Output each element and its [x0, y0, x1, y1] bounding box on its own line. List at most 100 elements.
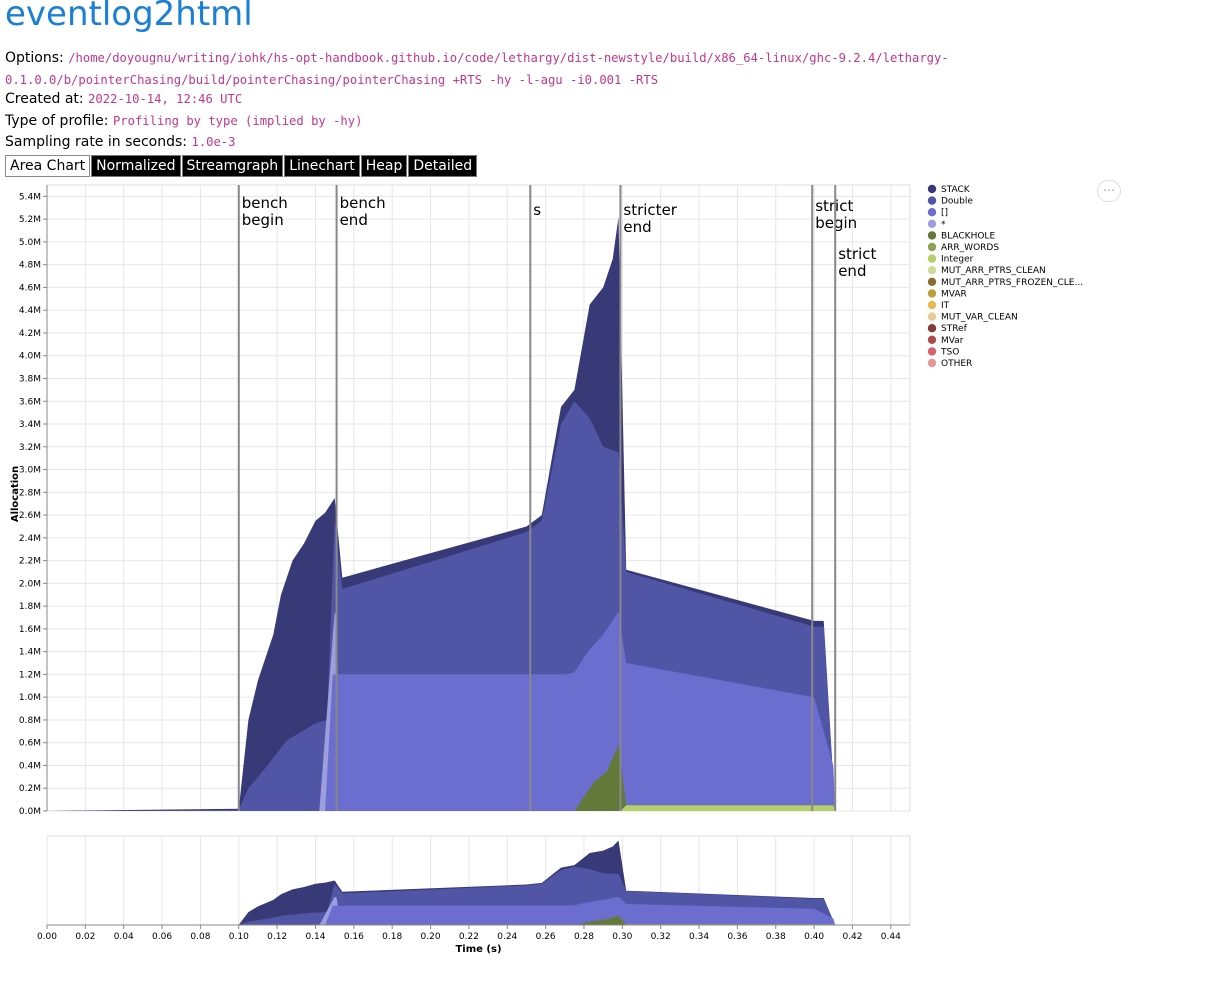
legend-item: STRef — [927, 324, 968, 334]
legend-swatch — [927, 289, 937, 298]
y-tick-label: 1.4M — [19, 648, 41, 658]
y-tick-label: 0.8M — [19, 716, 41, 726]
annotation-label: end — [623, 218, 651, 236]
x-tick-label: 0.30 — [612, 932, 632, 942]
annotation-label: end — [340, 211, 368, 229]
legend-swatch — [927, 196, 937, 205]
view-tabs: Area Chart Normalized Streamgraph Linech… — [5, 155, 478, 177]
tab-heap[interactable]: Heap — [360, 155, 408, 177]
tab-streamgraph[interactable]: Streamgraph — [181, 155, 284, 177]
tab-normalized[interactable]: Normalized — [91, 155, 181, 177]
x-tick-label: 0.06 — [152, 932, 172, 942]
y-tick-label: 2.8M — [19, 488, 41, 498]
annotation-label: bench — [340, 194, 386, 212]
legend-label: * — [941, 220, 946, 230]
legend-label: IT — [941, 301, 950, 311]
y-axis-title: Allocation — [10, 466, 21, 522]
legend-swatch — [927, 231, 937, 240]
legend-item: [] — [927, 208, 948, 218]
sampling-rate-row: Sampling rate in seconds: 1.0e-3 — [5, 133, 236, 151]
area-- — [47, 611, 836, 811]
legend-swatch — [927, 335, 937, 344]
x-tick-label: 0.36 — [727, 932, 747, 942]
legend-label: ARR_WORDS — [941, 243, 999, 253]
main-areas — [47, 216, 910, 811]
annotation-label: stricter — [623, 201, 677, 219]
area-integer — [47, 805, 836, 811]
y-tick-label: 0.2M — [19, 784, 41, 794]
legend-label: MVar — [941, 336, 964, 346]
legend-label: MVAR — [941, 289, 967, 299]
y-tick-label: 3.6M — [19, 397, 41, 407]
x-axis: 0.00 0.02 0.04 0.06 0.08 0.10 0.12 0.14 0.16 0.18… — [37, 925, 901, 942]
legend-label: STACK — [941, 185, 971, 195]
y-tick-label: 4.2M — [19, 329, 41, 339]
annotation-label: s — [533, 201, 541, 219]
legend-item: MUT_ARR_PTRS_FROZEN_CLE... — [927, 277, 1083, 288]
y-tick-label: 5.0M — [19, 238, 41, 248]
x-tick-label: 0.14 — [305, 932, 325, 942]
sampling-rate-label: Sampling rate in seconds: — [5, 134, 188, 150]
y-tick-label: 0.4M — [19, 761, 41, 771]
y-tick-label: 2.6M — [19, 511, 41, 521]
legend-label: STRef — [941, 324, 968, 334]
x-tick-label: 0.02 — [75, 932, 95, 942]
legend-item: ARR_WORDS — [927, 242, 999, 253]
tab-linechart[interactable]: Linechart — [284, 155, 360, 177]
x-tick-label: 0.10 — [229, 932, 249, 942]
legend-item: MVAR — [927, 289, 967, 299]
x-tick-label: 0.12 — [267, 932, 287, 942]
x-tick-label: 0.28 — [574, 932, 594, 942]
options-label: Options: — [5, 50, 64, 66]
created-row: Created at: 2022-10-14, 12:46 UTC — [5, 90, 242, 108]
annotation-label: end — [838, 262, 866, 280]
annotation-label: bench — [242, 194, 288, 212]
legend: STACKDouble[]*BLACKHOLEARR_WORDSIntegerM… — [927, 184, 1083, 369]
legend-swatch — [927, 266, 937, 275]
legend-item: Integer — [927, 254, 974, 265]
annotation-label: begin — [242, 211, 284, 229]
legend-swatch — [927, 184, 937, 194]
created-value: 2022-10-14, 12:46 UTC — [88, 92, 243, 106]
tab-area-chart[interactable]: Area Chart — [5, 155, 91, 177]
legend-label: Integer — [941, 255, 974, 265]
legend-swatch — [927, 208, 937, 217]
profile-type-label: Type of profile: — [5, 113, 109, 129]
legend-label: OTHER — [941, 359, 972, 369]
y-tick-label: 4.0M — [19, 352, 41, 362]
y-tick-label: 4.4M — [19, 306, 41, 316]
y-tick-label: 4.6M — [19, 283, 41, 293]
x-axis-title: Time (s) — [455, 944, 501, 955]
chart-actions-button[interactable]: ⋯ — [1097, 180, 1121, 202]
x-tick-label: 0.08 — [190, 932, 210, 942]
allocation-chart: 0.0M 0.2M 0.4M 0.6M 0.8M 1.0M 1.2M 1.4M 1.6M 1.8M… — [10, 184, 1083, 955]
y-tick-label: 1.0M — [19, 693, 41, 703]
legend-item: STACK — [927, 184, 971, 195]
legend-label: Double — [941, 197, 973, 207]
tab-detailed[interactable]: Detailed — [408, 155, 478, 177]
profile-type-value: Profiling by type (implied by -hy) — [112, 114, 363, 128]
y-tick-label: 3.8M — [19, 374, 41, 384]
legend-swatch — [927, 312, 937, 321]
options-row: Options: /home/doyougnu/writing/iohk/hs-… — [5, 47, 1200, 91]
y-tick-label: 1.6M — [19, 625, 41, 635]
legend-swatch — [927, 300, 937, 310]
options-value: /home/doyougnu/writing/iohk/hs-opt-handb… — [5, 51, 949, 87]
legend-swatch — [927, 254, 937, 263]
legend-item: OTHER — [927, 358, 972, 369]
legend-label: MUT_ARR_PTRS_CLEAN — [941, 266, 1046, 276]
x-tick-label: 0.26 — [536, 932, 556, 942]
y-tick-label: 2.2M — [19, 557, 41, 567]
legend-swatch — [927, 242, 937, 252]
legend-label: MUT_ARR_PTRS_FROZEN_CLE... — [941, 278, 1083, 288]
y-tick-label: 5.2M — [19, 215, 41, 225]
y-tick-label: 2.0M — [19, 579, 41, 589]
legend-item: * — [927, 219, 946, 230]
y-tick-label: 1.8M — [19, 602, 41, 612]
sampling-rate-value: 1.0e-3 — [191, 135, 236, 149]
legend-label: BLACKHOLE — [941, 231, 995, 241]
x-tick-label: 0.18 — [382, 932, 402, 942]
legend-item: Double — [927, 196, 973, 207]
x-tick-label: 0.16 — [344, 932, 364, 942]
x-tick-label: 0.32 — [651, 932, 671, 942]
